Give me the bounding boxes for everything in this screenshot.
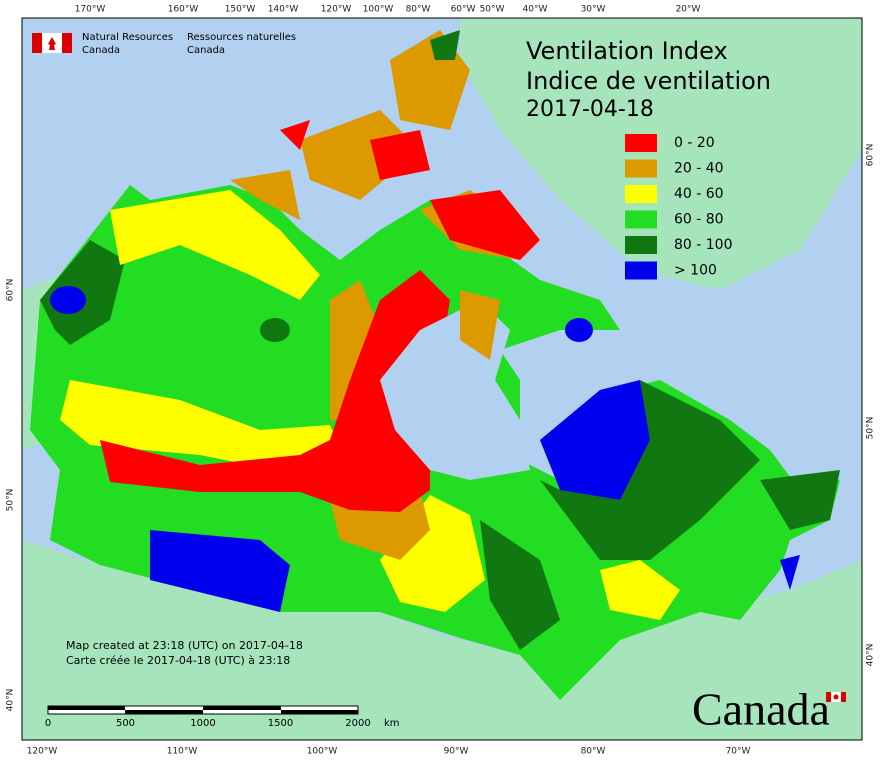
scale-tick: 1500 [268, 718, 293, 729]
lon-label: 60°W [451, 5, 476, 15]
note: Map created at 23:18 (UTC) on 2017-04-18 [66, 639, 303, 652]
zone-20-40 [330, 280, 430, 560]
zone-80-100 [260, 318, 760, 560]
lon-label: 20°W [676, 5, 701, 15]
lon-label: 80°W [406, 5, 431, 15]
map-frame [21, 17, 863, 741]
greenland [460, 18, 862, 290]
nrcan-flag [32, 33, 72, 53]
legend-label: 80 - 100 [674, 237, 733, 253]
legend-swatch [625, 210, 657, 229]
lat-label: 60°N [866, 144, 876, 167]
arctic-islands-red [280, 120, 540, 260]
zone-80-100 [40, 240, 560, 650]
lon-label: 40°W [523, 5, 548, 15]
org-en: Natural Resources [82, 32, 173, 43]
legend-swatch [625, 261, 657, 280]
wordmark-flag [826, 692, 846, 702]
lon-label: 160°W [168, 5, 199, 15]
usa [22, 540, 862, 740]
nova-scotia [780, 555, 800, 590]
scale-tick: 0 [45, 718, 51, 729]
legend-label: 0 - 20 [674, 135, 715, 151]
scale-tick: 1000 [190, 718, 215, 729]
org-en: Canada [82, 45, 120, 56]
lon-label: 100°W [307, 747, 338, 757]
org-fr: Ressources naturelles [187, 32, 296, 43]
lat-label: 60°N [6, 279, 16, 302]
lon-label: 90°W [444, 747, 469, 757]
legend-label: 20 - 40 [674, 161, 724, 177]
scale-bar [47, 705, 359, 715]
lat-label: 40°N [866, 644, 876, 667]
legend-swatch [625, 185, 657, 203]
lon-label: 120°W [321, 5, 352, 15]
title: Indice de ventilation [526, 67, 771, 95]
lon-label: 170°W [75, 5, 106, 15]
arctic-islands [230, 30, 530, 360]
lat-label: 40°N [6, 689, 16, 712]
org-fr: Canada [187, 45, 225, 56]
legend-swatch [625, 236, 657, 254]
lon-label: 50°W [480, 5, 505, 15]
zone-0-20 [100, 270, 450, 512]
legend-swatch [625, 134, 657, 152]
lon-label: 140°W [268, 5, 299, 15]
note: Carte créée le 2017-04-18 (UTC) à 23:18 [66, 654, 290, 667]
lon-label: 150°W [225, 5, 256, 15]
legend-label: 60 - 80 [674, 212, 724, 228]
scale-tick: 500 [116, 718, 135, 729]
lon-label: 30°W [581, 5, 606, 15]
map [22, 18, 862, 740]
date: 2017-04-18 [526, 97, 654, 122]
lon-label: 120°W [27, 747, 58, 757]
lon-label: 110°W [167, 747, 198, 757]
zone-40-60 [60, 190, 680, 620]
scale-unit: km [384, 718, 400, 729]
scale-tick: 2000 [345, 718, 370, 729]
legend-label: 40 - 60 [674, 186, 724, 202]
lon-label: 80°W [581, 747, 606, 757]
legend-swatch [625, 159, 657, 178]
islands-green [430, 30, 840, 530]
lon-label: 100°W [363, 5, 394, 15]
legend-label: > 100 [674, 263, 717, 279]
canada-wordmark: Canada [692, 684, 830, 735]
lon-label: 70°W [726, 747, 751, 757]
lat-label: 50°N [6, 489, 16, 512]
title: Ventilation Index [526, 37, 728, 65]
lat-label: 50°N [866, 417, 876, 440]
